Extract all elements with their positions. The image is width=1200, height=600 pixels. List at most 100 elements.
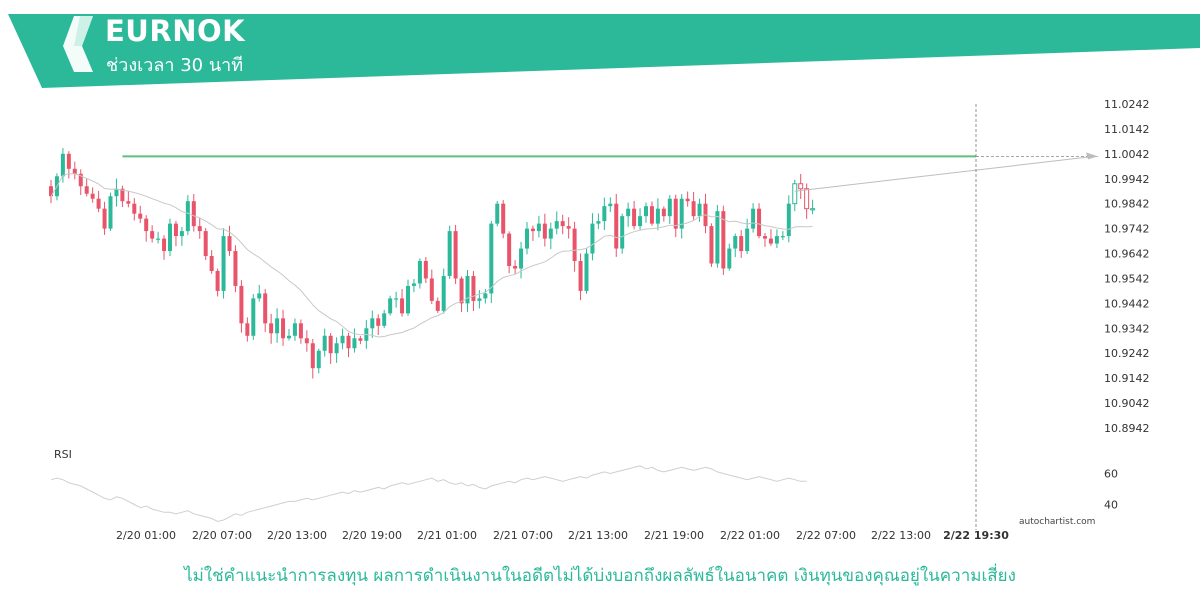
candle bbox=[644, 202, 648, 223]
candle bbox=[334, 337, 339, 363]
candle-body bbox=[632, 208, 637, 227]
candle-body bbox=[638, 216, 643, 227]
candle-body bbox=[679, 198, 684, 229]
rsi-label: RSI bbox=[54, 448, 72, 461]
candle bbox=[489, 220, 494, 304]
candle-body bbox=[525, 228, 529, 249]
brand-logo-icon bbox=[63, 16, 93, 72]
candle bbox=[245, 317, 250, 342]
candle bbox=[786, 195, 791, 243]
candle-body bbox=[620, 216, 625, 249]
candle-body bbox=[108, 196, 113, 229]
price-tick-label: 10.9142 bbox=[1104, 372, 1150, 385]
candle bbox=[459, 276, 464, 312]
candle bbox=[560, 214, 565, 235]
candle-body bbox=[745, 228, 750, 252]
candle bbox=[632, 200, 637, 230]
candle-body bbox=[334, 343, 339, 354]
candle-body bbox=[263, 293, 268, 324]
candle bbox=[120, 185, 125, 208]
candle bbox=[626, 202, 631, 227]
candle-body bbox=[459, 278, 464, 304]
candle-body bbox=[221, 236, 226, 291]
candle bbox=[649, 201, 654, 226]
candle bbox=[138, 205, 143, 224]
forecast-arrow-icon bbox=[1086, 152, 1098, 160]
candle-body bbox=[388, 298, 393, 314]
price-tick-label: 10.9542 bbox=[1104, 272, 1150, 285]
candle-body bbox=[185, 201, 190, 232]
candle bbox=[257, 284, 262, 302]
candle bbox=[90, 187, 95, 203]
candle bbox=[376, 314, 381, 336]
candle-body bbox=[227, 236, 232, 252]
candle bbox=[507, 231, 512, 274]
candle bbox=[275, 308, 280, 343]
time-tick-label: 2/20 13:00 bbox=[267, 529, 327, 542]
candle bbox=[132, 198, 137, 221]
candle bbox=[679, 194, 684, 239]
candle bbox=[471, 271, 476, 312]
price-chart[interactable]: 11.0242 11.0142 11.0042 10.9942 10.9842 10.97… bbox=[0, 0, 1200, 560]
candle-body bbox=[429, 278, 434, 301]
price-tick-label: 11.0142 bbox=[1104, 123, 1150, 136]
candle-body bbox=[465, 275, 470, 304]
candle bbox=[429, 269, 434, 305]
candle-body bbox=[596, 221, 601, 224]
candle-body bbox=[608, 203, 613, 207]
candle-body bbox=[602, 206, 607, 222]
candle-body bbox=[257, 293, 262, 299]
candle-body bbox=[358, 338, 363, 341]
candle bbox=[519, 241, 524, 279]
candle bbox=[542, 213, 547, 247]
candle-body bbox=[269, 323, 274, 334]
time-tick-label: 2/20 19:00 bbox=[342, 529, 402, 542]
candle bbox=[191, 193, 196, 232]
candle bbox=[721, 205, 726, 275]
candle bbox=[596, 213, 601, 230]
candle-body bbox=[49, 186, 53, 197]
candle-body bbox=[435, 300, 440, 311]
candle-body bbox=[804, 188, 810, 210]
candle bbox=[709, 223, 714, 267]
candle bbox=[572, 221, 577, 272]
candle bbox=[602, 197, 607, 230]
candle bbox=[763, 232, 767, 247]
candle bbox=[304, 330, 309, 352]
candle-body bbox=[721, 211, 726, 269]
candle bbox=[525, 222, 529, 255]
candle bbox=[162, 235, 167, 260]
price-tick-label: 10.9742 bbox=[1104, 223, 1150, 236]
candle bbox=[661, 206, 666, 222]
candle bbox=[411, 279, 416, 293]
symbol-title: EURNOK bbox=[105, 14, 246, 48]
candle-body bbox=[495, 203, 500, 224]
candle bbox=[239, 280, 244, 333]
candle-body bbox=[138, 213, 143, 219]
candle-body bbox=[780, 236, 785, 238]
candle-body bbox=[715, 211, 720, 264]
candle bbox=[203, 227, 208, 260]
time-tick-label: 2/21 19:00 bbox=[644, 529, 704, 542]
time-tick-label: 2/21 01:00 bbox=[417, 529, 477, 542]
candle-body bbox=[90, 193, 95, 199]
candle bbox=[197, 217, 202, 239]
candle-body bbox=[751, 208, 756, 229]
candle bbox=[168, 218, 172, 257]
candle bbox=[49, 179, 53, 204]
candle bbox=[584, 247, 589, 294]
candle bbox=[554, 211, 559, 235]
candle bbox=[590, 213, 595, 261]
candle bbox=[328, 333, 333, 364]
candle bbox=[221, 228, 226, 299]
candle-body bbox=[197, 226, 202, 232]
candle bbox=[739, 230, 744, 258]
candle bbox=[233, 245, 238, 293]
rsi-tick-label: 60 bbox=[1104, 468, 1118, 481]
candle bbox=[72, 161, 77, 180]
candle bbox=[400, 289, 405, 317]
risk-disclaimer: ไม่ใช่คำแนะนำการลงทุน ผลการดำเนินงานในอด… bbox=[184, 566, 1016, 586]
price-tick-label: 11.0242 bbox=[1104, 98, 1150, 111]
candle-body bbox=[60, 153, 65, 177]
time-tick-label: 2/20 07:00 bbox=[192, 529, 252, 542]
